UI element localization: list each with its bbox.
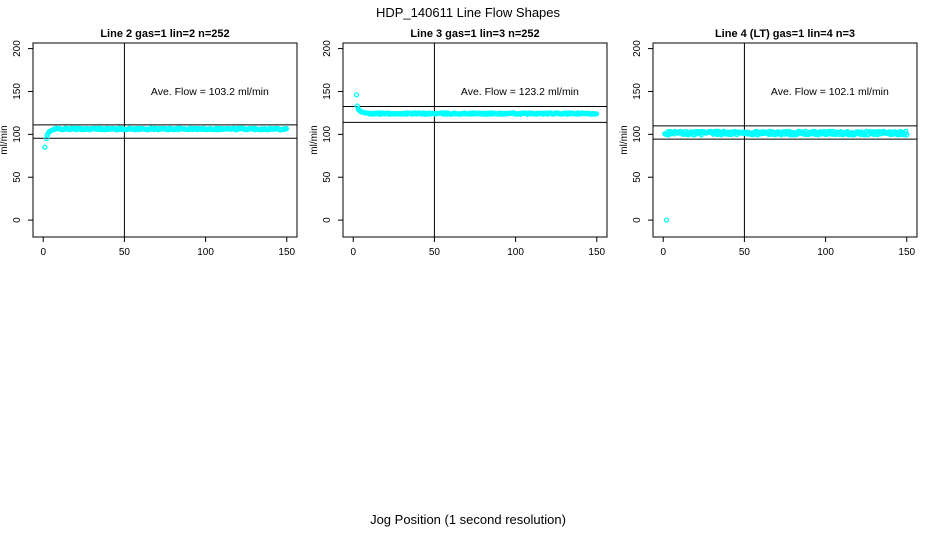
panel-title: Line 2 gas=1 lin=2 n=252 [100,28,229,40]
panel-title: Line 4 (LT) gas=1 lin=4 n=3 [715,28,855,40]
y-tick-label: 100 [12,126,23,143]
ave-flow-annotation: Ave. Flow = 123.2 ml/min [461,86,579,98]
x-tick-label: 150 [898,247,915,258]
x-tick-label: 100 [817,247,834,258]
y-tick-label: 150 [322,83,333,100]
y-axis-label: ml/min [619,125,630,154]
y-tick-label: 50 [12,171,23,183]
y-tick-label: 150 [12,83,23,100]
data-point [663,217,670,223]
x-tick-label: 100 [507,247,524,258]
x-tick-label: 50 [429,247,441,258]
panel-title: Line 3 gas=1 lin=3 n=252 [410,28,539,40]
data-point [593,111,600,117]
x-tick-label: 0 [660,247,666,258]
y-tick-label: 200 [322,40,333,57]
ave-flow-annotation: Ave. Flow = 102.1 ml/min [771,86,889,98]
y-tick-label: 100 [322,126,333,143]
y-tick-label: 0 [12,217,23,223]
panel: Line 4 (LT) gas=1 lin=4 n=3 0 50 100 150 200 m… [619,28,918,258]
x-tick-label: 150 [278,247,295,258]
plots-svg: Line 2 gas=1 lin=2 n=252 0 50 100 150 200 ml/m… [0,28,918,258]
x-tick-label: 150 [588,247,605,258]
panel: Line 2 gas=1 lin=2 n=252 0 50 100 150 200 ml/m… [0,28,298,258]
y-tick-label: 200 [12,40,23,57]
y-tick-label: 50 [322,171,333,183]
y-axis-label: ml/min [309,125,320,154]
y-tick-label: 100 [632,126,643,143]
y-tick-label: 0 [632,217,643,223]
chart-title: HDP_140611 Line Flow Shapes [375,5,561,20]
panel: Line 3 gas=1 lin=3 n=252 0 50 100 150 200 ml/m… [309,28,608,258]
data-point [283,125,290,132]
plot-box [32,42,298,238]
x-tick-label: 0 [350,247,356,258]
y-tick-label: 50 [632,171,643,183]
ave-flow-annotation: Ave. Flow = 103.2 ml/min [151,86,269,98]
data-point [42,144,48,150]
x-tick-label: 50 [739,247,751,258]
data-point [904,132,910,138]
x-tick-label: 50 [119,247,131,258]
x-tick-label: 0 [40,247,46,258]
x-tick-label: 100 [197,247,214,258]
y-tick-label: 0 [322,217,333,223]
y-axis-label: ml/min [0,125,10,154]
plot-box [342,42,608,238]
plot-box [652,42,918,238]
y-tick-label: 200 [632,40,643,57]
data-point [353,92,360,98]
x-axis-label: Jog Position (1 second resolution) [370,512,566,527]
y-tick-label: 150 [632,83,643,100]
